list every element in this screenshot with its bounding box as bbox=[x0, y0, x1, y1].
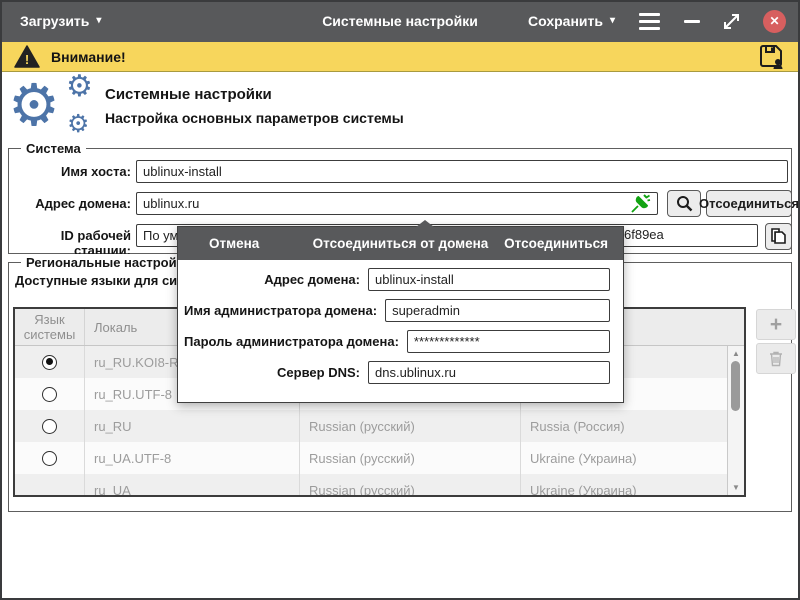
language-cell: Russian (русский) bbox=[300, 474, 521, 495]
warning-message: Внимание! bbox=[51, 48, 126, 65]
domain-input[interactable] bbox=[136, 192, 658, 215]
dialog-header: Отмена Отсоединиться от домена Отсоедини… bbox=[178, 227, 623, 260]
copy-id-button[interactable] bbox=[765, 223, 792, 250]
dialog-cancel-button[interactable]: Отмена bbox=[209, 236, 260, 251]
chevron-down-icon: ▾ bbox=[609, 15, 615, 26]
chevron-down-icon: ▾ bbox=[96, 15, 102, 26]
country-cell: Ukraine (Украина) bbox=[530, 482, 637, 497]
connected-plug-icon bbox=[631, 194, 651, 213]
save-menu-label: Сохранить bbox=[528, 13, 603, 29]
popover-arrow bbox=[416, 220, 434, 227]
dialog-confirm-button[interactable]: Отсоединиться bbox=[504, 236, 608, 251]
system-language-radio[interactable] bbox=[42, 386, 57, 402]
scrollbar-thumb[interactable] bbox=[731, 361, 740, 411]
table-row[interactable]: ru_RU Russian (русский) Russia (Россия) bbox=[15, 410, 744, 442]
system-language-radio[interactable] bbox=[42, 450, 57, 466]
table-scrollbar[interactable]: ▲ ▼ bbox=[727, 346, 744, 495]
table-row[interactable]: ru_UA Russian (русский) Ukraine (Украина… bbox=[15, 474, 744, 497]
dialog-dns-server-label: Сервер DNS: bbox=[277, 365, 360, 380]
col-header-system-language: Язык системы bbox=[15, 309, 85, 345]
system-language-radio[interactable] bbox=[42, 418, 57, 434]
search-domain-button[interactable] bbox=[667, 190, 701, 217]
warning-triangle-icon: ! bbox=[14, 45, 40, 68]
language-cell: Russian (русский) bbox=[300, 410, 521, 442]
save-settings-icon[interactable] bbox=[758, 44, 785, 70]
dialog-admin-name-label: Имя администратора домена: bbox=[184, 303, 378, 318]
dialog-admin-password-label: Пароль администратора домена: bbox=[184, 334, 399, 349]
locale-cell: ru_UA.UTF-8 bbox=[85, 442, 300, 474]
hostname-input[interactable] bbox=[136, 160, 788, 183]
trash-icon bbox=[768, 350, 784, 367]
hamburger-menu-icon[interactable] bbox=[637, 11, 662, 32]
minimize-button[interactable] bbox=[684, 19, 700, 23]
system-section-legend: Система bbox=[21, 140, 86, 157]
locale-cell: ru_UA bbox=[85, 474, 300, 495]
save-menu-button[interactable]: Сохранить ▾ bbox=[528, 13, 615, 29]
load-menu-button[interactable]: Загрузить ▾ bbox=[20, 0, 101, 42]
dialog-domain-input[interactable] bbox=[368, 268, 610, 291]
disconnect-domain-dialog: Отмена Отсоединиться от домена Отсоедини… bbox=[177, 220, 624, 403]
workstation-id-value-start: По ум bbox=[143, 228, 179, 243]
page-subtitle: Настройка основных параметров системы bbox=[105, 110, 404, 126]
dialog-domain-label: Адрес домена: bbox=[264, 272, 360, 287]
dialog-dns-server-input[interactable] bbox=[368, 361, 610, 384]
load-menu-label: Загрузить bbox=[20, 13, 90, 29]
gears-app-icon: ⚙ ⚙ ⚙ bbox=[8, 69, 93, 139]
warning-bar: ! Внимание! bbox=[2, 42, 798, 72]
table-row[interactable]: ru_UA.UTF-8 Russian (русский) Ukraine (У… bbox=[15, 442, 744, 474]
maximize-icon[interactable] bbox=[722, 12, 741, 31]
regional-section-legend: Региональные настройки bbox=[21, 254, 197, 271]
add-locale-button[interactable]: + bbox=[756, 309, 796, 340]
scroll-up-icon[interactable]: ▲ bbox=[732, 349, 740, 358]
locale-cell: ru_RU bbox=[85, 410, 300, 442]
page-title: Системные настройки bbox=[105, 86, 272, 103]
country-cell: Ukraine (Украина) bbox=[530, 450, 637, 466]
dialog-admin-password-input[interactable] bbox=[406, 330, 610, 353]
magnifier-icon bbox=[676, 195, 693, 212]
workstation-id-value-end: 6f89ea bbox=[624, 227, 664, 242]
titlebar-controls: Сохранить ▾ ✕ bbox=[528, 0, 786, 42]
close-icon[interactable]: ✕ bbox=[763, 9, 786, 33]
scroll-down-icon[interactable]: ▼ bbox=[732, 483, 740, 492]
disconnect-button[interactable]: Отсоединиться bbox=[699, 190, 799, 217]
svg-text:!: ! bbox=[25, 52, 29, 67]
domain-label: Адрес домена: bbox=[35, 196, 131, 211]
system-language-radio[interactable] bbox=[42, 354, 57, 370]
dialog-admin-name-input[interactable] bbox=[385, 299, 610, 322]
titlebar: Загрузить ▾ Системные настройки Сохранит… bbox=[0, 0, 800, 42]
copy-pages-icon bbox=[770, 228, 787, 245]
delete-locale-button[interactable] bbox=[756, 343, 796, 374]
hostname-label: Имя хоста: bbox=[61, 164, 131, 179]
languages-description: Доступные языки для системы bbox=[15, 273, 219, 288]
language-cell: Russian (русский) bbox=[300, 442, 521, 474]
country-cell: Russia (Россия) bbox=[530, 418, 625, 434]
